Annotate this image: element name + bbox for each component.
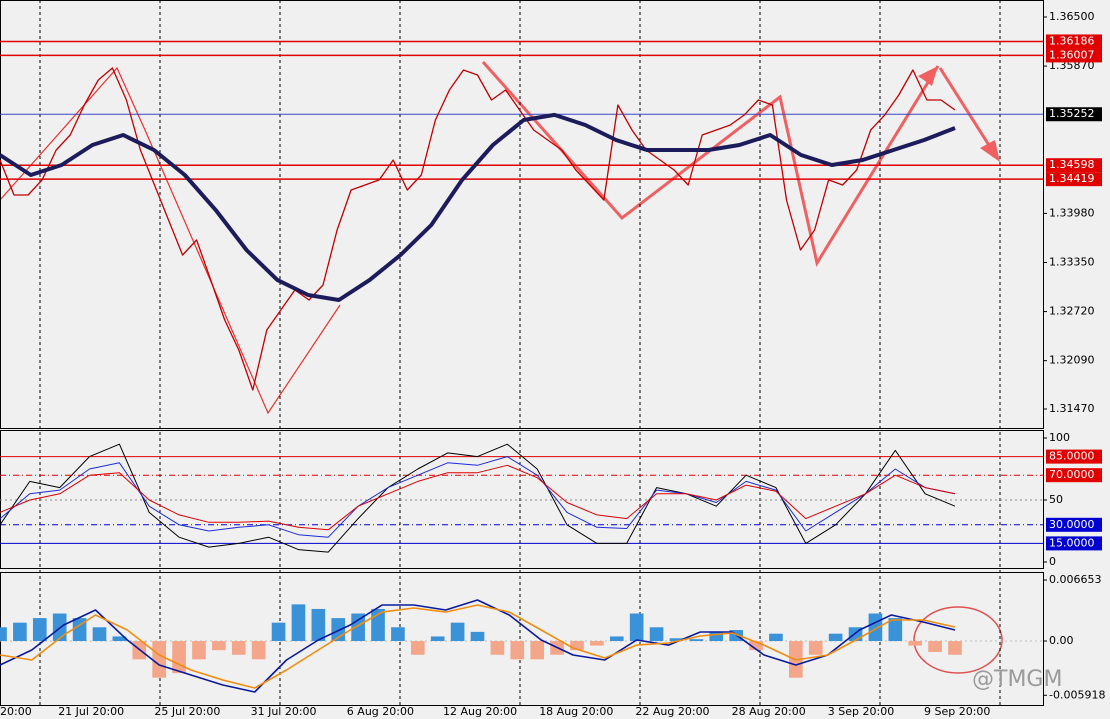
histogram-bar (430, 636, 445, 642)
level-box (1046, 536, 1102, 551)
x-tick-label: 18 Aug 20:00 (539, 705, 613, 718)
histogram-bar (231, 641, 246, 655)
arrow-head (918, 66, 938, 86)
histogram-bar (510, 641, 525, 660)
histogram-bar (908, 641, 923, 646)
level-label: 70.0000 (1049, 468, 1095, 481)
y-tick-label: 1.32090 (1049, 354, 1095, 367)
histogram-bar (590, 641, 604, 646)
histogram-bar (808, 641, 823, 655)
x-tick-label: 9 Sep 20:00 (924, 705, 990, 718)
x-tick-label: 31 Jul 20:00 (251, 705, 317, 718)
histogram-bar (649, 627, 664, 642)
y-tick-label: 1.33350 (1049, 255, 1095, 268)
y-tick-label: 0 (1049, 555, 1056, 568)
x-tick-label: 22 Aug 20:00 (635, 705, 709, 718)
histogram-bar (888, 618, 903, 642)
series-line (0, 112, 956, 302)
histogram-bar (928, 641, 942, 653)
histogram-bar (291, 604, 306, 642)
level-box (1046, 468, 1102, 483)
histogram-bar (212, 641, 226, 651)
histogram-bar (0, 627, 7, 642)
histogram-bar (450, 622, 465, 642)
x-tick-label: 28 Aug 20:00 (732, 705, 806, 718)
histogram-bar (490, 641, 505, 655)
histogram-bar (192, 641, 206, 660)
series-line (0, 464, 956, 531)
histogram-bar (709, 631, 724, 642)
histogram-bar (948, 641, 962, 655)
histogram-bar (868, 613, 883, 642)
watermark: @TMGM (972, 667, 1062, 692)
histogram-bar (391, 627, 405, 642)
level-box (1046, 517, 1102, 532)
series-line (0, 599, 956, 693)
level-box (1046, 158, 1102, 173)
histogram-bar (172, 641, 186, 674)
histogram-bar (828, 633, 843, 642)
level-label: 15.0000 (1049, 536, 1095, 549)
level-box (1046, 172, 1102, 187)
series-line (0, 456, 956, 538)
histogram-bar (470, 631, 485, 642)
histogram-bar (271, 622, 286, 642)
histogram-bar (749, 641, 763, 651)
y-tick-label: 100 (1049, 431, 1070, 444)
histogram-bar (351, 613, 365, 642)
histogram-bar (32, 618, 47, 642)
arrow-head (980, 140, 1000, 162)
level-box (1046, 48, 1102, 63)
level-label: 85.0000 (1049, 450, 1095, 463)
y-tick-label: 50 (1049, 493, 1063, 506)
y-tick-label: 0.006653 (1049, 573, 1102, 586)
level-box (1046, 449, 1102, 464)
y-tick-label: 1.31470 (1049, 402, 1095, 415)
y-tick-label: 1.32720 (1049, 305, 1095, 318)
y-tick-label: -0.005918 (1049, 688, 1105, 701)
histogram-bar (112, 636, 127, 642)
histogram-bar (251, 641, 266, 660)
x-tick-label: 20:00 (0, 705, 32, 718)
y-tick-label: 0.00 (1049, 634, 1074, 647)
x-tick-label: 6 Aug 20:00 (347, 705, 414, 718)
histogram-bar (689, 639, 704, 642)
x-tick-label: 12 Aug 20:00 (443, 705, 517, 718)
histogram-bar (530, 641, 545, 660)
forecast-arrow (938, 67, 994, 151)
highlight-circle (913, 606, 1003, 674)
histogram-bar (311, 608, 326, 642)
panel-frame (0, 0, 1044, 429)
histogram-bar (769, 633, 783, 642)
level-label: 1.36007 (1049, 48, 1095, 61)
histogram-bar (13, 622, 27, 642)
level-label: 1.34598 (1049, 158, 1095, 171)
level-label: 1.35252 (1049, 107, 1095, 120)
level-label: 1.34419 (1049, 172, 1095, 185)
y-tick-label: 1.33980 (1049, 206, 1095, 219)
zigzag (0, 66, 341, 415)
level-box (1046, 107, 1102, 122)
x-tick-label: 21 Jul 20:00 (58, 705, 124, 718)
series-line (0, 604, 956, 689)
histogram-bar (609, 636, 624, 642)
histogram-bar (410, 641, 425, 655)
histogram-bar (570, 641, 584, 651)
histogram-bar (152, 641, 166, 678)
series-line (0, 443, 956, 553)
series-line (0, 67, 956, 391)
y-tick-label: 1.36500 (1049, 10, 1095, 23)
x-tick-label: 3 Sep 20:00 (828, 705, 894, 718)
histogram-bar (92, 627, 107, 642)
histogram-bar (629, 613, 644, 642)
x-tick-label: 25 Jul 20:00 (154, 705, 220, 718)
level-label: 30.0000 (1049, 518, 1095, 531)
level-box (1046, 34, 1102, 49)
histogram-bar (669, 638, 684, 642)
trend-arrows (481, 61, 940, 267)
level-label: 1.36186 (1049, 34, 1095, 47)
